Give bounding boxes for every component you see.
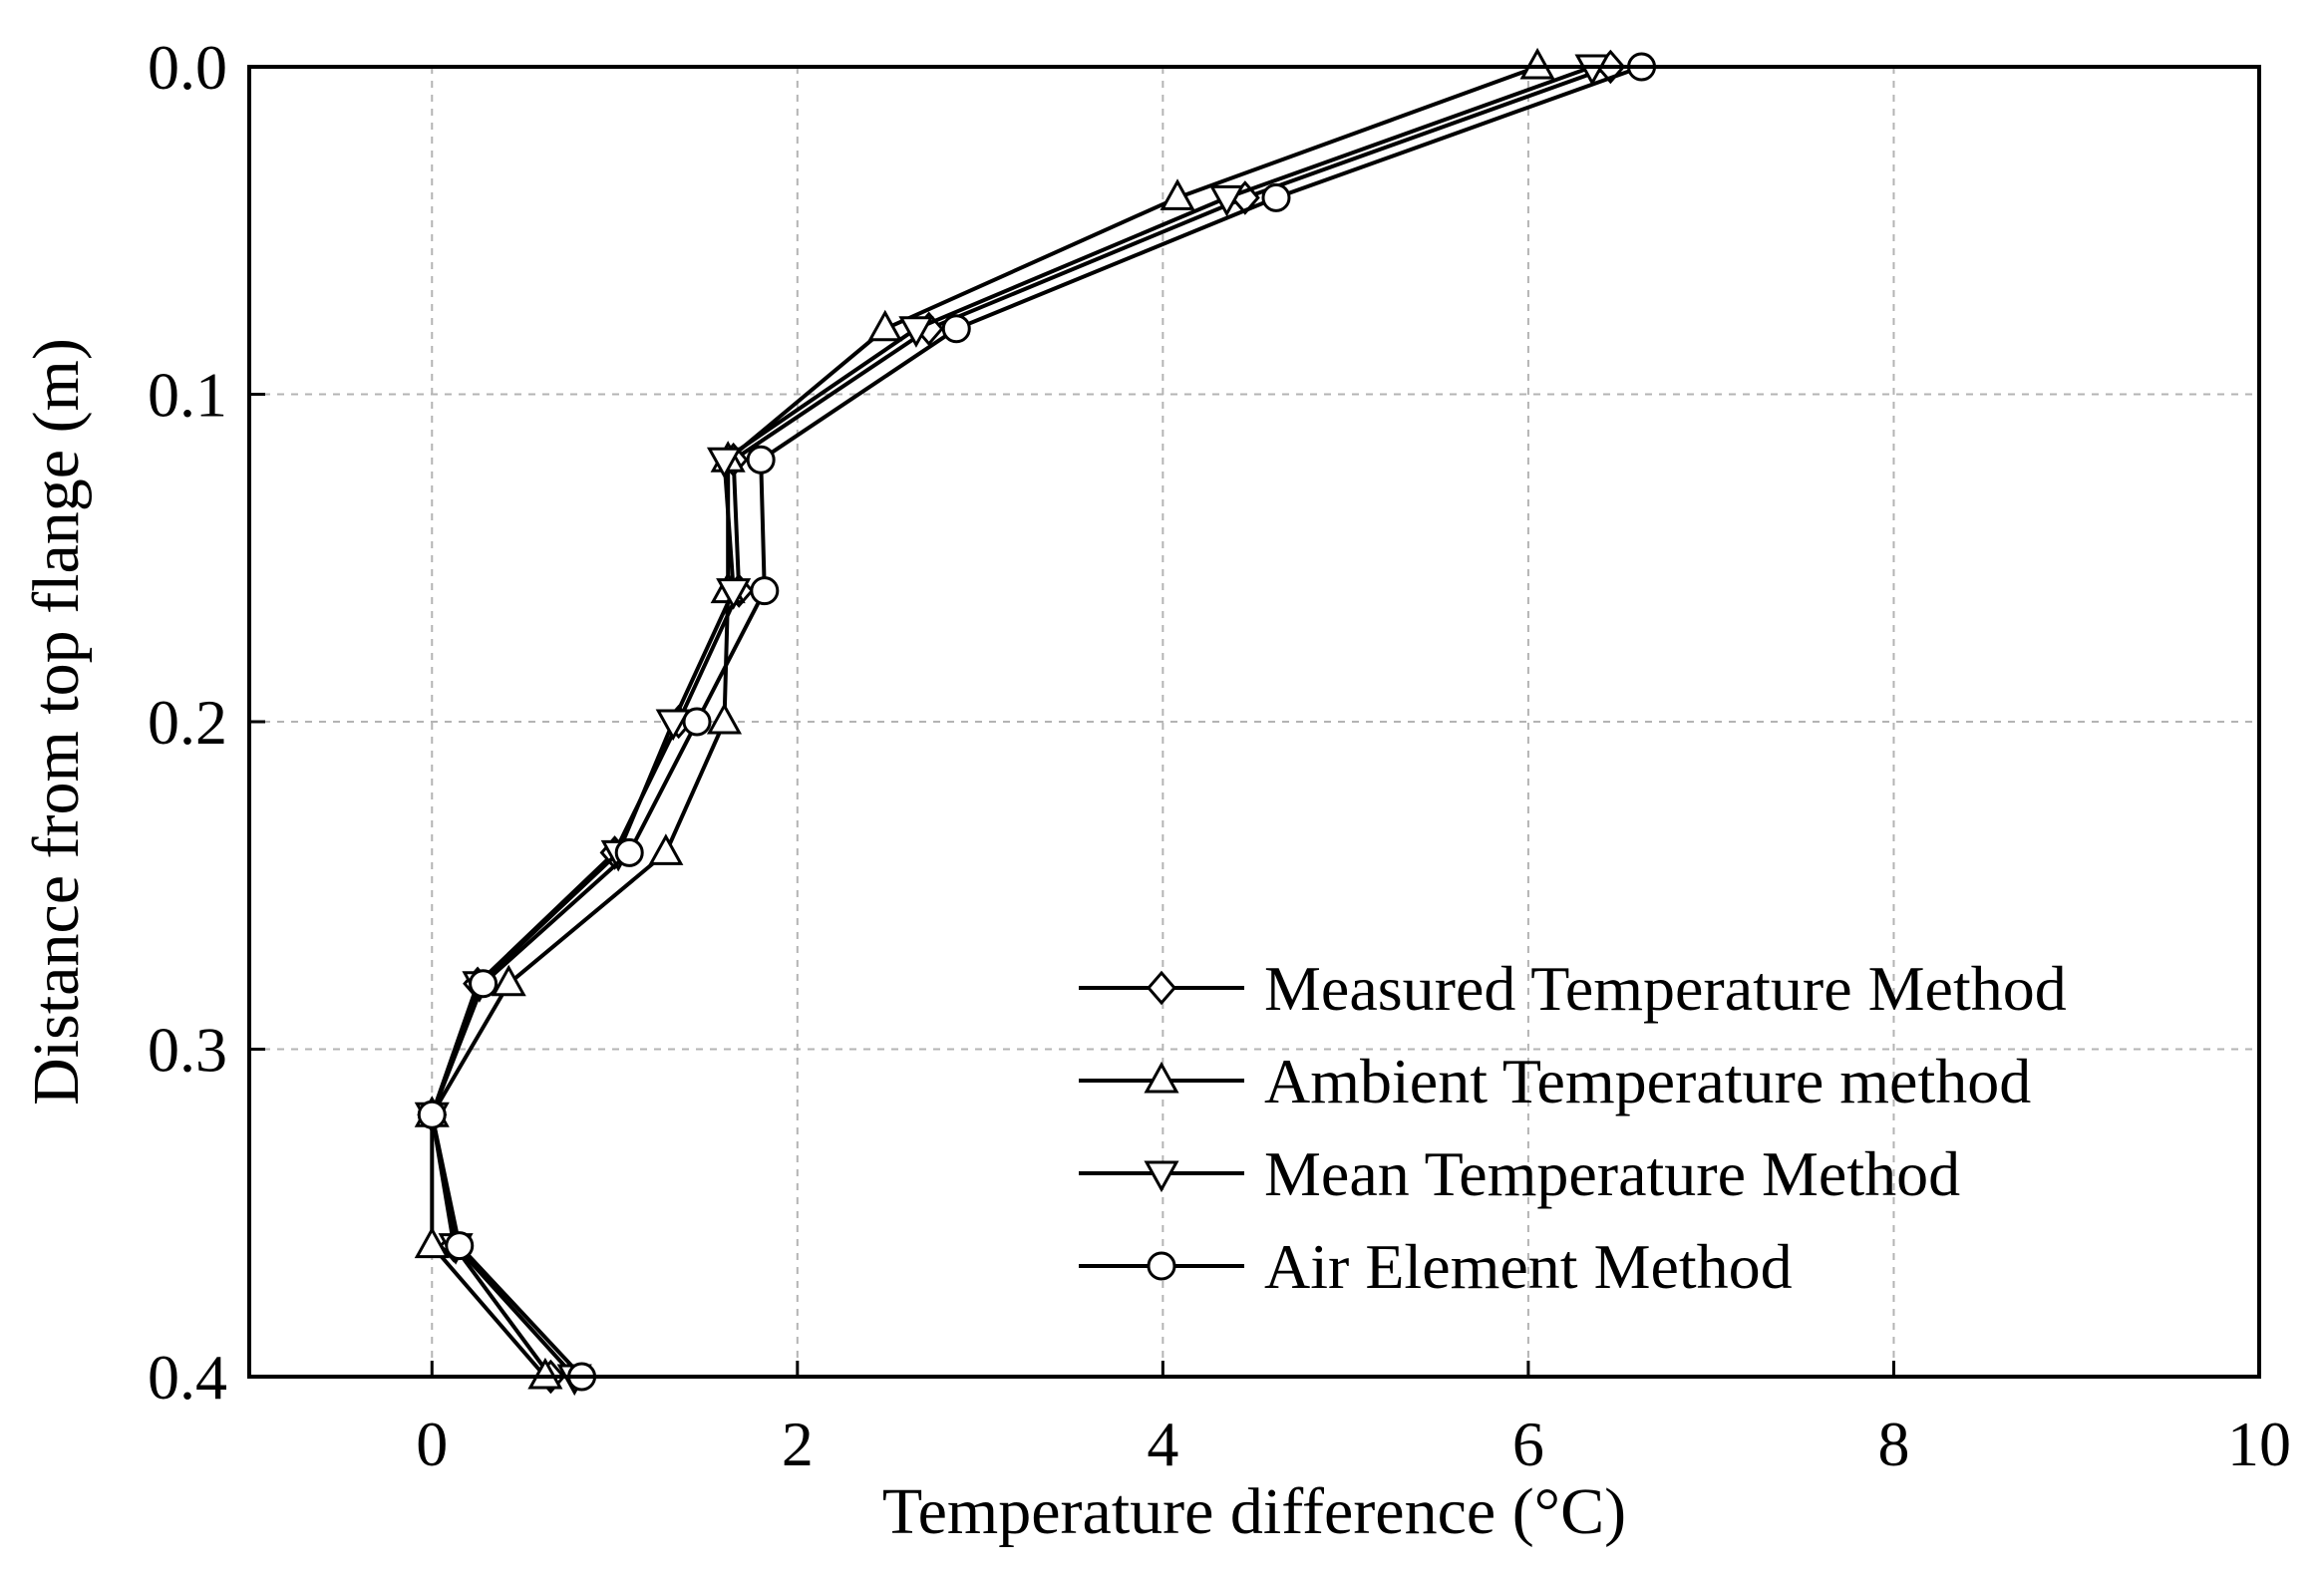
circle-marker (941, 314, 971, 344)
triangle-up-legend-marker (1144, 1061, 1179, 1094)
legend-label: Measured Temperature Method (1264, 953, 2067, 1024)
triangle-down-marker (1208, 184, 1245, 217)
y-tick-label: 0.4 (148, 1342, 227, 1413)
triangle-up-marker (867, 309, 903, 342)
legend-label: Ambient Temperature method (1264, 1046, 2031, 1116)
circle-legend-marker (1147, 1251, 1176, 1281)
circle-marker (614, 837, 644, 867)
triangle-down-legend-marker (1144, 1160, 1179, 1193)
triangle-up-marker (648, 833, 684, 865)
triangle-up-marker (706, 702, 743, 735)
triangle-up-marker (1160, 178, 1195, 210)
circle-marker (469, 969, 498, 999)
y-axis-title: Distance from top flange (m) (20, 338, 93, 1106)
y-tick-label: 0.3 (148, 1015, 227, 1086)
circle-marker (750, 576, 780, 606)
triangle-up-marker (1519, 47, 1555, 80)
circle-marker (682, 707, 712, 737)
triangle-down-marker (706, 447, 743, 479)
x-axis-title: Temperature difference (°C) (882, 1475, 1626, 1548)
legend-label: Air Element Method (1264, 1231, 1793, 1302)
x-tick-label: 0 (416, 1409, 448, 1479)
y-tick-label: 0.0 (148, 32, 227, 103)
x-tick-label: 10 (2227, 1409, 2291, 1479)
legend-label: Mean Temperature Method (1264, 1138, 1960, 1209)
axis-ticks: 0 2 4 6 8 10 0.0 0.1 0.2 0.3 0.4 (148, 32, 2291, 1479)
x-tick-label: 8 (1877, 1409, 1909, 1479)
legend-item: Mean Temperature Method (1079, 1138, 1960, 1209)
y-tick-label: 0.1 (148, 360, 227, 431)
circle-marker (746, 445, 776, 474)
circle-marker (417, 1100, 447, 1129)
triangle-down-marker (716, 578, 752, 610)
triangle-down-marker (898, 316, 934, 348)
legend-item: Air Element Method (1079, 1231, 1793, 1302)
y-tick-label: 0.2 (148, 687, 227, 758)
circle-marker (1261, 182, 1291, 212)
legend: Measured Temperature Method Ambient Tempe… (1079, 953, 2067, 1302)
triangle-up-marker (414, 1226, 450, 1259)
x-tick-label: 2 (782, 1409, 814, 1479)
legend-item: Ambient Temperature method (1079, 1046, 2031, 1116)
x-tick-label: 4 (1147, 1409, 1178, 1479)
circle-marker (445, 1231, 475, 1261)
legend-item: Measured Temperature Method (1079, 953, 2067, 1024)
triangle-down-marker (1574, 54, 1610, 87)
triangle-down-marker (655, 709, 691, 742)
diamond-legend-marker (1147, 970, 1176, 1006)
triangle-up-marker (527, 1357, 563, 1390)
triangle-up-marker (491, 964, 526, 997)
x-tick-label: 6 (1512, 1409, 1544, 1479)
